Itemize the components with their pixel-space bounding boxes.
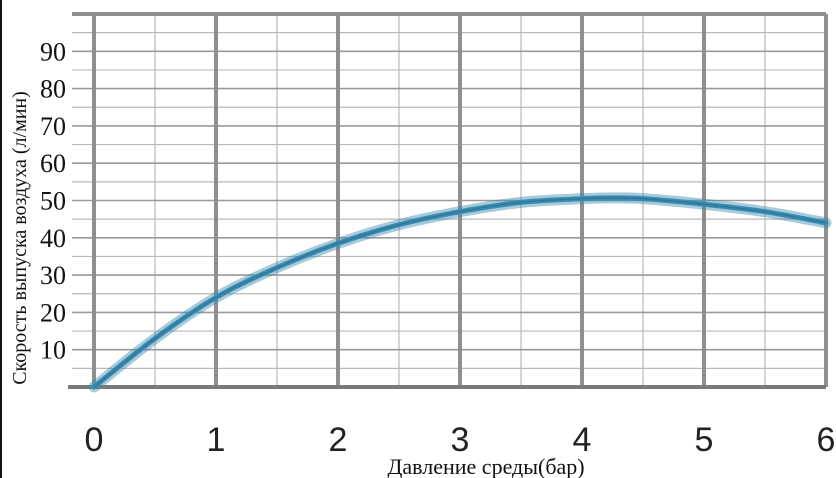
x-tick-label: 3	[451, 421, 470, 459]
y-tick-label: 60	[40, 149, 66, 178]
x-tick-labels: 0 1 2 3 4 5 6	[85, 421, 836, 459]
y-tick-label: 30	[40, 261, 66, 290]
x-tick-label: 4	[573, 421, 592, 459]
x-tick-label: 1	[207, 421, 226, 459]
y-axis-label: Скорость выпуска воздуха (л/мин)	[9, 91, 31, 385]
major-gridlines	[68, 12, 828, 389]
y-tick-label: 80	[40, 75, 66, 104]
x-tick-label: 0	[85, 421, 104, 459]
x-tick-label: 2	[329, 421, 348, 459]
y-tick-labels: 10 20 30 40 50 60 70 80 90	[40, 37, 66, 364]
y-tick-label: 90	[40, 37, 66, 66]
series-layer	[88, 192, 832, 393]
x-tick-label: 6	[817, 421, 836, 459]
left-frame-line	[0, 0, 2, 478]
y-tick-label: 50	[40, 187, 66, 216]
x-tick-label: 5	[695, 421, 714, 459]
minor-gridlines	[72, 14, 826, 387]
series-line-core	[93, 197, 827, 388]
x-axis-label: Давление среды(бар)	[387, 454, 584, 478]
y-tick-label: 70	[40, 112, 66, 141]
y-tick-label: 10	[40, 336, 66, 365]
y-tick-label: 40	[40, 224, 66, 253]
y-tick-label: 20	[40, 298, 66, 327]
